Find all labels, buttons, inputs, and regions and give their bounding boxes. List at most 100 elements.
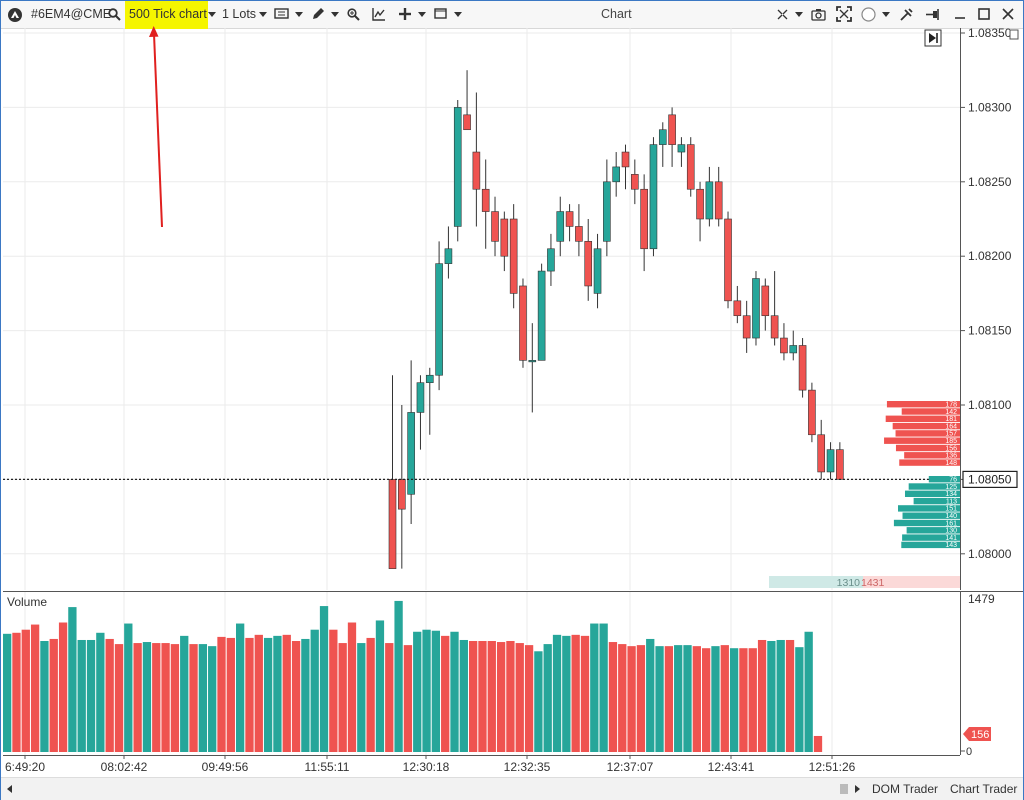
ask-total-label: 1431 xyxy=(861,577,885,589)
volume-axis-max: 1479 xyxy=(968,592,995,606)
dom-bid-value: 113 xyxy=(946,498,957,505)
symbol-selector[interactable]: #6EM4@CME xyxy=(31,7,112,21)
indicators-icon[interactable] xyxy=(372,7,386,21)
maximize-icon[interactable] xyxy=(978,8,990,20)
volume-bar xyxy=(77,639,86,752)
dom-bid-bar xyxy=(893,519,960,527)
dom-bid-value: 161 xyxy=(945,520,957,527)
crosshair-dropdown-icon[interactable] xyxy=(418,12,426,17)
camera-icon[interactable] xyxy=(811,8,826,21)
dom-bid-value: 151 xyxy=(945,506,957,513)
candle-body xyxy=(705,181,714,220)
time-tick-label: 6:49:20 xyxy=(5,760,45,774)
volume-bar xyxy=(655,646,664,752)
layout-dropdown-icon[interactable] xyxy=(454,12,462,17)
candle xyxy=(798,338,807,398)
volume-bar xyxy=(310,629,319,752)
volume-bar xyxy=(729,648,739,752)
pencil-icon[interactable] xyxy=(311,7,325,21)
candle xyxy=(705,166,714,227)
color-dropdown-icon[interactable] xyxy=(882,12,890,17)
settings-tools-icon[interactable] xyxy=(899,7,914,22)
volume-axis[interactable]: 1479 156 0 xyxy=(960,591,1023,755)
volume-bar xyxy=(152,643,161,752)
price-tick-label: 1.08000 xyxy=(968,547,1012,561)
candle-body xyxy=(668,114,676,145)
candle xyxy=(584,219,593,301)
zoom-in-icon[interactable] xyxy=(347,8,360,21)
dom-trader-tab[interactable]: DOM Trader xyxy=(872,782,939,796)
color-circle-icon[interactable] xyxy=(861,7,876,22)
chart-type-dropdown-icon[interactable] xyxy=(208,12,216,17)
candle xyxy=(603,159,611,257)
candle xyxy=(640,174,648,272)
scroll-left-icon[interactable] xyxy=(7,785,12,793)
scroll-right-icon[interactable] xyxy=(855,785,860,793)
candle xyxy=(416,375,425,450)
time-tick-label: 11:55:11 xyxy=(305,760,350,774)
autoscroll-icon[interactable] xyxy=(924,29,942,47)
scroll-thumb[interactable] xyxy=(840,784,848,794)
volume-bar xyxy=(347,622,357,752)
volume-panel-title: Volume xyxy=(7,595,47,609)
volume-bar xyxy=(413,631,422,752)
candle-body xyxy=(686,144,695,190)
price-tick-label: 1.08150 xyxy=(968,324,1012,338)
volume-bar xyxy=(524,645,534,752)
candle-body xyxy=(593,248,602,294)
dom-ask-value: 157 xyxy=(945,431,957,438)
chart-type-selector[interactable]: 500 Tick chart xyxy=(125,1,208,29)
candle-body xyxy=(761,285,770,317)
volume-bar xyxy=(301,638,310,752)
time-axis[interactable]: 6:49:20 08:02:42 09:49:56 11:55:11 12:30:18 1… xyxy=(3,755,960,778)
price-tick-label: 1.08200 xyxy=(968,249,1012,263)
candle-body xyxy=(463,114,471,131)
candle xyxy=(621,144,630,190)
candle xyxy=(463,70,471,131)
search-icon[interactable] xyxy=(108,8,121,21)
price-tick-label: 1.08350 xyxy=(968,28,1012,40)
volume-bar xyxy=(49,638,58,752)
volume-bar xyxy=(441,635,450,752)
time-tick-label: 09:49:56 xyxy=(202,760,249,774)
volume-bar xyxy=(403,645,413,752)
template-dropdown-icon[interactable] xyxy=(295,12,303,17)
candle xyxy=(491,196,499,257)
link-icon[interactable] xyxy=(776,8,789,21)
candle xyxy=(826,442,835,480)
dom-bid-value: 76 xyxy=(949,477,957,484)
candle-body xyxy=(826,449,835,473)
candle-body xyxy=(575,226,583,242)
volume-bar xyxy=(12,632,21,752)
lots-dropdown-icon[interactable] xyxy=(259,12,267,17)
candle xyxy=(565,204,574,242)
time-tick-label: 12:32:35 xyxy=(504,760,551,774)
dom-ask-bar xyxy=(899,459,960,466)
candle-body xyxy=(649,144,658,250)
volume-bar xyxy=(711,646,720,752)
candle-body xyxy=(621,151,630,168)
close-icon[interactable] xyxy=(1002,8,1014,20)
volume-bar xyxy=(217,636,226,752)
price-axis[interactable]: 1.08350 1.08300 1.08250 1.08200 1.08150 1.081… xyxy=(960,28,1023,590)
candle xyxy=(714,166,723,227)
volume-bar xyxy=(105,638,114,752)
volume-bar xyxy=(226,637,235,752)
drawing-dropdown-icon[interactable] xyxy=(331,12,339,17)
link-dropdown-icon[interactable] xyxy=(795,12,803,17)
annotation-arrow xyxy=(149,26,163,228)
current-price-box xyxy=(962,470,1018,488)
window-layout-icon[interactable] xyxy=(434,8,448,20)
candle xyxy=(789,330,798,361)
crosshair-icon[interactable] xyxy=(398,7,412,21)
template-icon[interactable] xyxy=(274,8,289,21)
pin-icon[interactable] xyxy=(925,8,940,21)
lots-selector[interactable]: 1 Lots xyxy=(222,7,257,21)
chart-trader-tab[interactable]: Chart Trader xyxy=(950,782,1018,796)
minimize-icon[interactable] xyxy=(954,8,966,20)
volume-panel[interactable]: Volume xyxy=(3,591,960,755)
volume-bar xyxy=(496,642,506,752)
price-tick-label: 1.08300 xyxy=(968,100,1012,114)
fullscreen-icon[interactable] xyxy=(836,6,852,22)
